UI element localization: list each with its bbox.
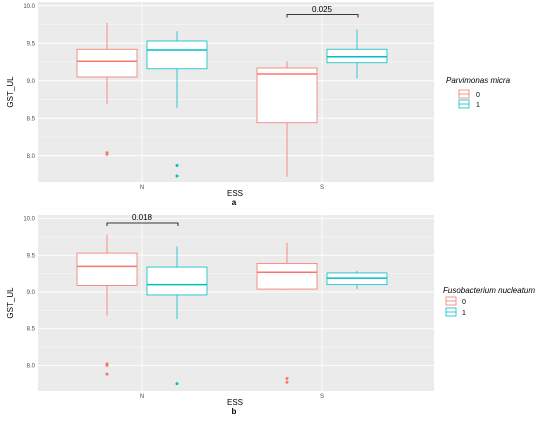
box — [256, 67, 318, 124]
outlier-point — [285, 380, 289, 384]
boxplot-s-group-0 — [256, 61, 318, 177]
significance-bracket: 0.025 — [286, 5, 359, 18]
y-axis-title: GST_UL — [6, 287, 15, 319]
y-tick-labels: 8.0 8.5 9.0 9.5 10.0 — [23, 4, 35, 160]
x-tick-label-s: S — [320, 394, 324, 400]
legend-label-0: 0 — [476, 92, 480, 99]
panel-a: 8.08.59.09.510.0 N S 0.025 GST_UL ESS a … — [6, 2, 511, 207]
plot-background — [38, 215, 434, 391]
outlier-point — [105, 151, 109, 155]
boxplot-n-group-1 — [146, 246, 208, 386]
outlier-point — [175, 164, 179, 167]
plot-background — [38, 2, 434, 182]
outlier-point — [285, 377, 289, 381]
legend-label-1: 1 — [462, 310, 466, 317]
bracket-line — [106, 222, 179, 226]
y-tick-label: 9.5 — [27, 253, 36, 259]
y-tick-labels: 8.0 8.5 9.0 9.5 10.0 — [23, 217, 35, 370]
legend-title: Fusobacterium nucleatum — [443, 286, 535, 295]
box — [256, 262, 318, 290]
p-value-label: 0.025 — [312, 5, 333, 14]
legend-label-1: 1 — [476, 102, 480, 109]
x-tick-label-n: N — [140, 185, 144, 191]
box — [76, 252, 138, 286]
legend: Parvimonas micra 0 1 — [446, 76, 511, 109]
x-tick-label-s: S — [320, 185, 324, 191]
outlier-point — [175, 382, 179, 386]
y-tick-label: 9.0 — [27, 290, 36, 296]
x-axis-title: ESS — [227, 189, 243, 198]
panel-label: b — [232, 407, 237, 416]
outlier-point — [105, 372, 109, 376]
x-axis-title: ESS — [227, 398, 243, 407]
box — [76, 48, 138, 78]
x-tick-labels: N S — [140, 185, 324, 191]
y-tick-label: 10.0 — [23, 217, 35, 223]
boxplot-s-group-1 — [326, 29, 388, 79]
y-axis-title: GST_UL — [6, 76, 15, 108]
legend: Fusobacterium nucleatum 0 1 — [443, 286, 535, 317]
y-tick-label: 8.0 — [27, 154, 36, 160]
boxplot-n-group-0 — [76, 23, 138, 156]
y-tick-label: 9.5 — [27, 41, 36, 47]
y-tick-label: 10.0 — [23, 4, 35, 10]
panel-label: a — [232, 198, 237, 207]
significance-bracket: 0.018 — [106, 213, 179, 226]
y-tick-label: 9.0 — [27, 79, 36, 85]
y-tick-label: 8.5 — [27, 327, 36, 333]
outlier-point — [175, 174, 179, 178]
boxes — [76, 234, 388, 386]
y-tick-label: 8.0 — [27, 363, 36, 369]
y-tick-label: 8.5 — [27, 116, 36, 122]
boxplot-n-group-1 — [146, 31, 208, 178]
outlier-point — [105, 363, 109, 367]
boxplot-n-group-0 — [76, 234, 138, 376]
p-value-label: 0.018 — [132, 213, 153, 222]
panel-b: 8.08.59.09.510.0 N S 0.018 GST_UL ESS b … — [6, 213, 535, 416]
box — [146, 266, 208, 296]
legend-title: Parvimonas micra — [446, 76, 511, 85]
bracket-line — [286, 14, 359, 18]
x-tick-label-n: N — [140, 394, 144, 400]
x-tick-labels: N S — [140, 394, 324, 400]
box — [146, 40, 208, 70]
legend-label-0: 0 — [462, 299, 466, 306]
boxplot-s-group-1 — [326, 270, 388, 290]
boxplot-s-group-0 — [256, 242, 318, 384]
boxes — [76, 23, 388, 178]
